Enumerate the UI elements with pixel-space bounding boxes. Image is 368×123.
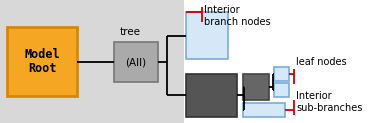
Text: (All): (All): [125, 57, 147, 67]
FancyBboxPatch shape: [243, 74, 269, 100]
Text: Interior
branch nodes: Interior branch nodes: [204, 5, 271, 27]
Bar: [0, 0, 184, 123]
FancyBboxPatch shape: [114, 42, 158, 82]
FancyBboxPatch shape: [274, 83, 289, 97]
Text: tree: tree: [120, 27, 141, 37]
Text: leaf nodes: leaf nodes: [296, 57, 347, 67]
FancyBboxPatch shape: [186, 74, 237, 117]
Text: Interior
sub-branches: Interior sub-branches: [296, 91, 362, 113]
FancyBboxPatch shape: [186, 12, 228, 59]
Text: Model
Root: Model Root: [25, 47, 60, 76]
FancyBboxPatch shape: [7, 27, 77, 96]
FancyBboxPatch shape: [243, 103, 285, 117]
FancyBboxPatch shape: [274, 67, 289, 81]
